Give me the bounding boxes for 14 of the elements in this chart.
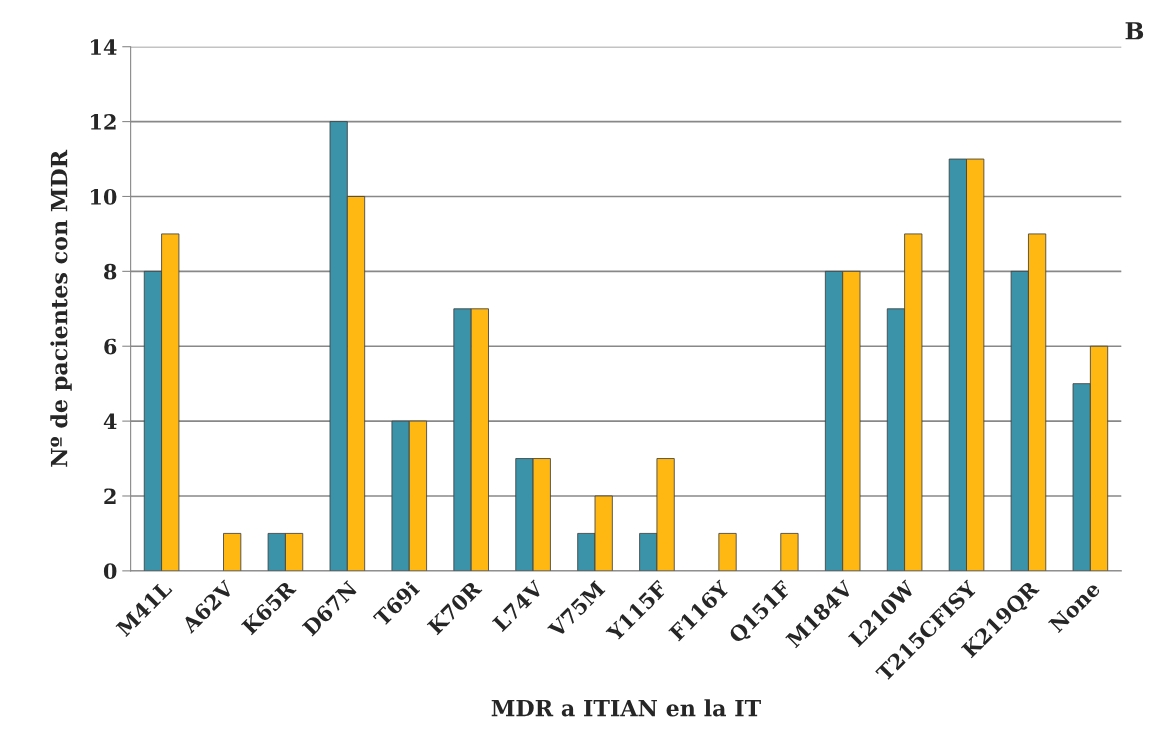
bar [223,533,242,571]
y-tick-label: 8 [104,263,117,280]
bar [780,533,799,571]
y-tick-label: 14 [90,39,117,55]
y-tick-label: 2 [104,488,116,504]
text: B [1125,22,1144,40]
y-axis-title: Nº de pacientes con MDR [50,149,72,467]
bar [718,533,737,571]
y-tick-label: 6 [104,338,117,355]
y-tick-label: 12 [90,114,116,130]
y-tick-label: 0 [103,563,117,580]
x-axis-title: MDR a ITIAN en la IT [491,699,761,717]
y-tick-label: 10 [90,188,117,205]
y-tick-label: 4 [103,413,117,430]
